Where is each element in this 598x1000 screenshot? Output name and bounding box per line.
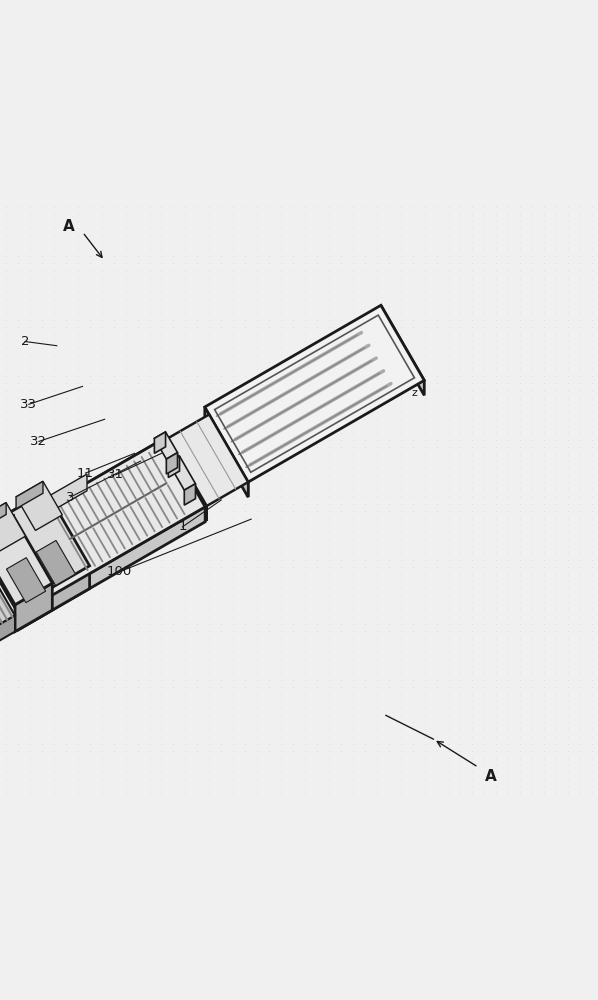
Text: 33: 33 xyxy=(20,398,37,411)
Polygon shape xyxy=(16,481,43,509)
Polygon shape xyxy=(0,503,26,552)
Text: y: y xyxy=(380,314,388,324)
Polygon shape xyxy=(168,456,196,490)
Text: 1: 1 xyxy=(178,520,187,533)
Polygon shape xyxy=(0,615,15,644)
Polygon shape xyxy=(0,438,205,615)
Polygon shape xyxy=(167,438,207,521)
Polygon shape xyxy=(19,566,90,629)
Polygon shape xyxy=(0,491,47,555)
Polygon shape xyxy=(15,583,52,632)
Text: A: A xyxy=(484,769,496,784)
Polygon shape xyxy=(0,516,52,605)
Text: 100: 100 xyxy=(107,565,132,578)
Text: z: z xyxy=(411,388,417,398)
Polygon shape xyxy=(166,453,178,474)
Text: 11: 11 xyxy=(77,467,94,480)
Text: 3: 3 xyxy=(66,491,75,504)
Polygon shape xyxy=(205,407,248,497)
Polygon shape xyxy=(154,432,166,453)
Polygon shape xyxy=(50,474,87,512)
Text: 2: 2 xyxy=(21,335,29,348)
Polygon shape xyxy=(184,484,196,505)
Polygon shape xyxy=(19,507,205,629)
Polygon shape xyxy=(7,558,45,603)
Polygon shape xyxy=(16,481,62,530)
Polygon shape xyxy=(209,414,248,497)
Polygon shape xyxy=(205,305,424,482)
Text: 32: 32 xyxy=(30,435,47,448)
Text: A: A xyxy=(63,219,75,234)
Text: 31: 31 xyxy=(107,468,124,481)
Polygon shape xyxy=(0,438,165,560)
Text: x: x xyxy=(329,339,337,349)
Polygon shape xyxy=(36,540,75,585)
Polygon shape xyxy=(0,516,14,564)
Polygon shape xyxy=(0,491,90,607)
Polygon shape xyxy=(381,305,424,395)
Polygon shape xyxy=(168,456,179,477)
Polygon shape xyxy=(167,414,248,506)
Polygon shape xyxy=(0,562,15,627)
Polygon shape xyxy=(0,503,6,530)
Polygon shape xyxy=(154,432,178,459)
Text: o: o xyxy=(376,357,382,367)
